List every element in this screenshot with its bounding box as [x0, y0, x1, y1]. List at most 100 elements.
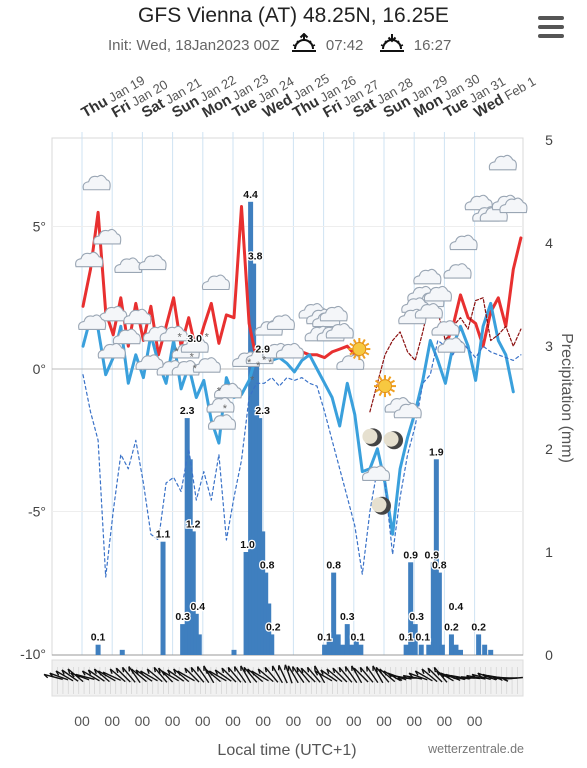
wind-arrow [287, 665, 299, 684]
precip-bars [95, 201, 494, 656]
sun-disc [378, 379, 392, 394]
init-subtitle: Init: Wed, 18Jan2023 00Z 07:42 16:27 [108, 32, 452, 54]
snow-icon: * [193, 363, 198, 375]
wind-arrow-head [190, 667, 193, 673]
precip-bar [326, 639, 332, 655]
credit-text: wetterzentrale.de [427, 742, 524, 756]
precip-value-label: 3.8 [248, 251, 263, 263]
precip-bar [349, 644, 355, 655]
precip-value-label: 1.0 [240, 539, 255, 551]
wind-arrow [477, 672, 497, 681]
wind-arrow [98, 670, 116, 682]
precip-bar [353, 639, 359, 655]
precip-bar [344, 624, 350, 655]
wind-arrow-head [387, 672, 392, 678]
cloud-shape [138, 254, 167, 271]
cloud-shape [207, 414, 237, 430]
grid-lines [51, 132, 524, 656]
wind-arrow-head [427, 667, 431, 674]
wind-arrow [257, 668, 274, 683]
wind-arrow-head [296, 667, 299, 673]
precip-bar [335, 634, 341, 655]
cloud-shape [319, 305, 348, 322]
wind-arrow [320, 669, 338, 682]
precip-bar [190, 531, 196, 655]
wind-arrow [292, 666, 305, 683]
wind-arrow [264, 666, 279, 683]
hamburger-menu-icon[interactable] [538, 16, 564, 38]
precip-value-label: 0.1 [317, 632, 332, 644]
wind-band [51, 659, 524, 697]
snow-icon: * [174, 346, 179, 358]
sun-ray [378, 376, 383, 381]
snow-icon: * [177, 332, 182, 344]
sunset-icon [379, 34, 404, 52]
wind-arrow [153, 666, 168, 683]
x-tick-label: 00 [376, 713, 392, 729]
wind-arrow [307, 666, 321, 683]
sun-ray [361, 339, 366, 344]
cloud-shape [488, 154, 517, 171]
wind-arrow-head [81, 670, 86, 676]
cloud-shape [206, 397, 235, 413]
sun-icon [348, 338, 371, 361]
cloud-shape [464, 194, 493, 211]
precip-value-label: 1.9 [429, 446, 444, 458]
wind-arrow [55, 670, 74, 682]
precip-bar [95, 644, 101, 655]
sun-ray [387, 376, 392, 381]
wind-arrow [383, 670, 402, 682]
precip-bar [453, 644, 459, 655]
sunrise-icon [291, 32, 316, 52]
precip-bar [184, 418, 190, 655]
sunset-time: 16:27 [413, 37, 452, 54]
precip-value-label: 0.8 [260, 560, 275, 572]
sun-ray [352, 354, 357, 360]
wind-arrow [466, 674, 487, 680]
wind-arrow [436, 670, 454, 682]
precip-value-label: 0.4 [190, 601, 205, 613]
wind-arrow-head [208, 670, 213, 676]
x-tick-label: 00 [406, 713, 422, 729]
cloud-shape [275, 342, 304, 359]
cloud-shape [423, 285, 452, 302]
wind-arrow-head [455, 677, 461, 682]
precip-value-label: 0.8 [326, 560, 341, 572]
precip-value-label: 0.3 [175, 611, 190, 623]
wind-arrow [82, 670, 100, 682]
cloud-shape [112, 328, 141, 345]
precip-bar [322, 644, 328, 655]
wind-arrow [204, 668, 221, 683]
moon-light [371, 497, 387, 513]
moon-icon [362, 428, 382, 447]
sun-icon [374, 375, 396, 398]
weather-icons: * ******** * * ** [75, 154, 528, 515]
x-tick-label: 00 [225, 713, 241, 729]
wind-arrow [75, 673, 95, 681]
precip-bar [403, 644, 409, 655]
day-label-date: Feb 1 [499, 73, 538, 104]
y-right-tick: 1 [545, 544, 553, 560]
wind-arrow [403, 674, 423, 680]
precip-bar [263, 572, 269, 655]
wind-arrow [122, 666, 136, 683]
precip-bar [412, 624, 418, 655]
wind-arrow [471, 673, 492, 681]
wind-arrow [131, 668, 147, 683]
wind-arrow-head [130, 668, 134, 674]
precip-bar [196, 634, 202, 655]
snow-icon: * [268, 357, 273, 369]
x-tick-label: 00 [467, 713, 483, 729]
wind-arrow [190, 666, 205, 683]
wind-arrow-head [121, 667, 125, 673]
wind-arrow [421, 668, 438, 683]
precip-value-label: 1.2 [186, 518, 201, 530]
y-right-tick: 0 [545, 647, 553, 663]
precip-value-label: 0.2 [444, 621, 459, 633]
precip-value-label: 0.8 [432, 560, 447, 572]
wind-arrow [43, 673, 64, 681]
wind-arrow-head [257, 668, 261, 674]
wind-arrow [338, 666, 353, 683]
cloud-shape [82, 174, 111, 191]
